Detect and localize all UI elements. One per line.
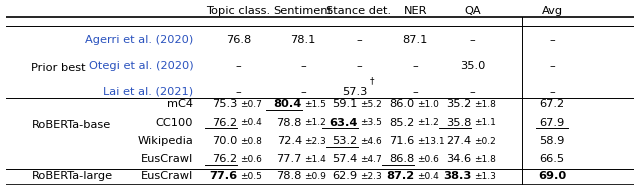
Text: 35.0: 35.0 [460, 61, 485, 71]
Text: ±0.2: ±0.2 [474, 137, 495, 146]
Text: EusCrawl: EusCrawl [141, 171, 193, 181]
Text: 67.2: 67.2 [540, 99, 564, 110]
Text: 75.3: 75.3 [212, 99, 237, 110]
Text: ±1.8: ±1.8 [474, 100, 495, 109]
Text: 70.0: 70.0 [212, 136, 237, 146]
Text: 27.4: 27.4 [446, 136, 471, 146]
Text: ±1.5: ±1.5 [305, 100, 326, 109]
Text: mC4: mC4 [167, 99, 193, 110]
Text: ±0.7: ±0.7 [240, 100, 262, 109]
Text: Wikipedia: Wikipedia [138, 136, 193, 146]
Text: ±1.2: ±1.2 [305, 118, 326, 127]
Text: 62.9: 62.9 [333, 171, 358, 181]
Text: ±4.7: ±4.7 [360, 155, 382, 164]
Text: CC100: CC100 [156, 118, 193, 128]
Text: Sentiment: Sentiment [273, 6, 333, 16]
Text: 57.3: 57.3 [342, 87, 368, 97]
Text: 78.1: 78.1 [291, 35, 316, 45]
Text: ±1.1: ±1.1 [474, 118, 495, 127]
Text: 71.6: 71.6 [389, 136, 414, 146]
Text: 80.4: 80.4 [273, 99, 302, 110]
Text: –: – [549, 61, 555, 71]
Text: ±0.8: ±0.8 [240, 137, 262, 146]
Text: –: – [236, 61, 241, 71]
Text: ±1.8: ±1.8 [474, 155, 495, 164]
Text: Stance det.: Stance det. [326, 6, 392, 16]
Text: 78.8: 78.8 [276, 171, 302, 181]
Text: 34.6: 34.6 [446, 154, 471, 165]
Text: ±1.3: ±1.3 [474, 172, 495, 181]
Text: –: – [356, 35, 362, 45]
Text: Avg: Avg [541, 6, 563, 16]
Text: ±3.5: ±3.5 [360, 118, 382, 127]
Text: NER: NER [404, 6, 427, 16]
Text: ±1.0: ±1.0 [417, 100, 438, 109]
Text: 86.0: 86.0 [389, 99, 414, 110]
Text: 78.8: 78.8 [276, 118, 302, 128]
Text: 57.4: 57.4 [332, 154, 358, 165]
Text: 38.3: 38.3 [443, 171, 471, 181]
Text: 59.1: 59.1 [332, 99, 358, 110]
Text: ±5.2: ±5.2 [360, 100, 382, 109]
Text: †: † [370, 76, 374, 85]
Text: –: – [300, 87, 306, 97]
Text: 35.2: 35.2 [446, 99, 471, 110]
Text: 76.2: 76.2 [212, 118, 237, 128]
Text: 77.6: 77.6 [209, 171, 237, 181]
Text: 66.5: 66.5 [540, 154, 564, 165]
Text: –: – [549, 35, 555, 45]
Text: 76.8: 76.8 [226, 35, 251, 45]
Text: 63.4: 63.4 [329, 118, 358, 128]
Text: 53.2: 53.2 [332, 136, 358, 146]
Text: 86.8: 86.8 [389, 154, 414, 165]
Text: –: – [412, 61, 418, 71]
Text: ±2.3: ±2.3 [305, 137, 326, 146]
Text: ±1.2: ±1.2 [417, 118, 438, 127]
Text: ±0.6: ±0.6 [240, 155, 262, 164]
Text: ±13.1: ±13.1 [417, 137, 444, 146]
Text: Agerri et al. (2020): Agerri et al. (2020) [85, 35, 193, 45]
Text: RoBERTa-large: RoBERTa-large [31, 171, 113, 181]
Text: ±1.4: ±1.4 [305, 155, 326, 164]
Text: EusCrawl: EusCrawl [141, 154, 193, 165]
Text: RoBERTa-base: RoBERTa-base [31, 120, 111, 130]
Text: Lai et al. (2021): Lai et al. (2021) [103, 87, 193, 97]
Text: ±4.6: ±4.6 [360, 137, 382, 146]
Text: 58.9: 58.9 [540, 136, 564, 146]
Text: Topic class.: Topic class. [207, 6, 271, 16]
Text: 35.8: 35.8 [446, 118, 471, 128]
Text: –: – [236, 87, 241, 97]
Text: 67.9: 67.9 [540, 118, 564, 128]
Text: ±0.9: ±0.9 [305, 172, 326, 181]
Text: 76.2: 76.2 [212, 154, 237, 165]
Text: –: – [300, 61, 306, 71]
Text: ±0.4: ±0.4 [240, 118, 262, 127]
Text: ±0.4: ±0.4 [417, 172, 438, 181]
Text: 72.4: 72.4 [276, 136, 302, 146]
Text: 87.2: 87.2 [386, 171, 414, 181]
Text: –: – [356, 61, 362, 71]
Text: –: – [549, 87, 555, 97]
Text: ±0.6: ±0.6 [417, 155, 438, 164]
Text: ±0.5: ±0.5 [240, 172, 262, 181]
Text: –: – [470, 35, 476, 45]
Text: 69.0: 69.0 [538, 171, 566, 181]
Text: 85.2: 85.2 [389, 118, 414, 128]
Text: –: – [412, 87, 418, 97]
Text: QA: QA [464, 6, 481, 16]
Text: 77.7: 77.7 [276, 154, 302, 165]
Text: Otegi et al. (2020): Otegi et al. (2020) [89, 61, 193, 71]
Text: –: – [470, 87, 476, 97]
Text: ±2.3: ±2.3 [360, 172, 382, 181]
Text: Prior best: Prior best [31, 63, 86, 73]
Text: 87.1: 87.1 [403, 35, 428, 45]
